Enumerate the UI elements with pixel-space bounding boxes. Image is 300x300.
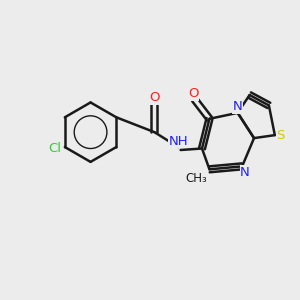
Text: N: N: [240, 166, 250, 179]
Text: NH: NH: [169, 135, 189, 148]
Text: S: S: [277, 129, 285, 142]
Text: Cl: Cl: [48, 142, 61, 155]
Text: N: N: [233, 100, 243, 113]
Text: O: O: [188, 87, 198, 100]
Text: O: O: [149, 92, 160, 104]
Text: CH₃: CH₃: [185, 172, 207, 185]
